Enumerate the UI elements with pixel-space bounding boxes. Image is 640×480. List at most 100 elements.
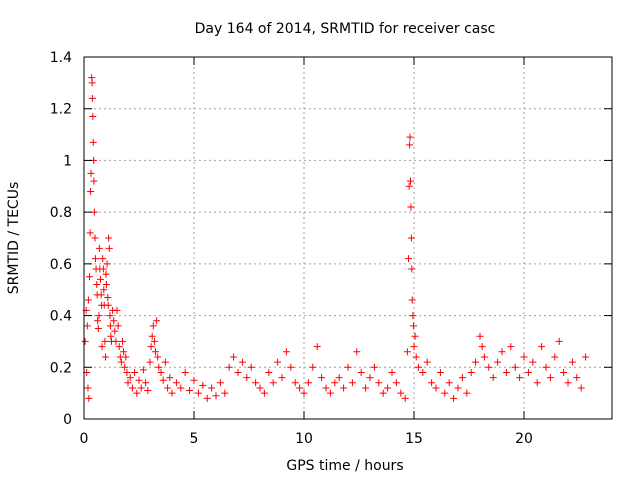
data-point [177, 384, 185, 392]
data-point [101, 337, 109, 345]
data-point [445, 379, 453, 387]
data-point [582, 353, 590, 361]
data-point [99, 265, 107, 273]
data-point [133, 389, 141, 397]
data-point [84, 296, 92, 304]
data-point [216, 379, 224, 387]
data-point [309, 363, 317, 371]
data-point [106, 312, 114, 320]
data-point [252, 379, 260, 387]
data-point [573, 374, 581, 382]
data-point [379, 389, 387, 397]
data-point [494, 358, 502, 366]
data-point [89, 112, 97, 120]
data-point [269, 379, 277, 387]
data-point [313, 343, 321, 351]
data-point [152, 348, 159, 356]
data-point [476, 332, 484, 340]
data-point [122, 353, 130, 361]
data-point [403, 348, 411, 356]
data-point [81, 337, 89, 345]
data-point [194, 389, 202, 397]
y-tick-label: 0 [63, 412, 72, 428]
data-point [126, 374, 134, 382]
data-point [166, 374, 174, 382]
data-point [555, 337, 563, 345]
data-point [90, 177, 98, 185]
data-point [489, 374, 497, 382]
y-tick-labels: 0 0.2 0.4 0.6 0.8 1 1.2 1.4 [50, 50, 72, 428]
data-point [238, 358, 246, 366]
data-point [407, 234, 415, 242]
y-tick-label: 1 [63, 153, 72, 169]
data-point [243, 374, 251, 382]
data-point [507, 343, 515, 351]
data-point [113, 306, 121, 314]
data-point [401, 394, 409, 402]
data-point [114, 322, 122, 330]
data-point [520, 353, 528, 361]
data-point [95, 312, 103, 320]
data-point [212, 392, 220, 400]
data-point [450, 394, 458, 402]
data-point [318, 374, 326, 382]
data-point [412, 353, 420, 361]
data-point [388, 368, 396, 376]
chart-title: Day 164 of 2014, SRMTID for receiver cas… [195, 21, 496, 37]
x-axis-label: GPS time / hours [286, 458, 403, 474]
data-point [370, 363, 378, 371]
data-point [91, 234, 99, 242]
data-point [106, 322, 114, 330]
data-point [159, 376, 167, 384]
data-point [467, 368, 475, 376]
data-point [406, 133, 414, 141]
data-point [511, 363, 519, 371]
data-point [411, 332, 419, 340]
data-point [392, 379, 400, 387]
data-point [87, 169, 95, 177]
x-tick-label: 20 [515, 431, 533, 447]
data-point [112, 337, 120, 345]
data-point [186, 387, 194, 395]
data-point [478, 343, 486, 351]
data-point [265, 368, 273, 376]
data-point [221, 389, 229, 397]
x-tick-label: 0 [80, 431, 89, 447]
data-point [485, 363, 493, 371]
data-point [533, 379, 541, 387]
data-point [89, 138, 97, 146]
data-point [260, 389, 268, 397]
data-point [121, 363, 129, 371]
data-point [423, 358, 431, 366]
tick-marks [83, 56, 612, 420]
data-point [155, 363, 163, 371]
data-point [375, 379, 383, 387]
data-point [409, 312, 417, 320]
data-point [105, 234, 113, 242]
data-point [287, 363, 295, 371]
x-tick-labels: 0 5 10 15 20 [80, 431, 533, 447]
data-point [282, 348, 290, 356]
data-point [564, 379, 572, 387]
data-point [304, 379, 312, 387]
data-point [94, 317, 102, 325]
data-point [348, 379, 356, 387]
data-point [208, 384, 216, 392]
data-point [326, 389, 334, 397]
data-point [335, 374, 343, 382]
data-point [516, 374, 524, 382]
data-point [441, 389, 449, 397]
data-point [107, 332, 115, 340]
data-point [362, 384, 370, 392]
data-point [296, 384, 304, 392]
data-point [117, 358, 125, 366]
data-point [274, 358, 282, 366]
data-point [529, 358, 537, 366]
data-point [84, 384, 92, 392]
data-point [502, 368, 510, 376]
data-point [103, 260, 111, 268]
data-point [405, 182, 413, 190]
data-point [119, 337, 126, 345]
data-point [147, 343, 155, 351]
